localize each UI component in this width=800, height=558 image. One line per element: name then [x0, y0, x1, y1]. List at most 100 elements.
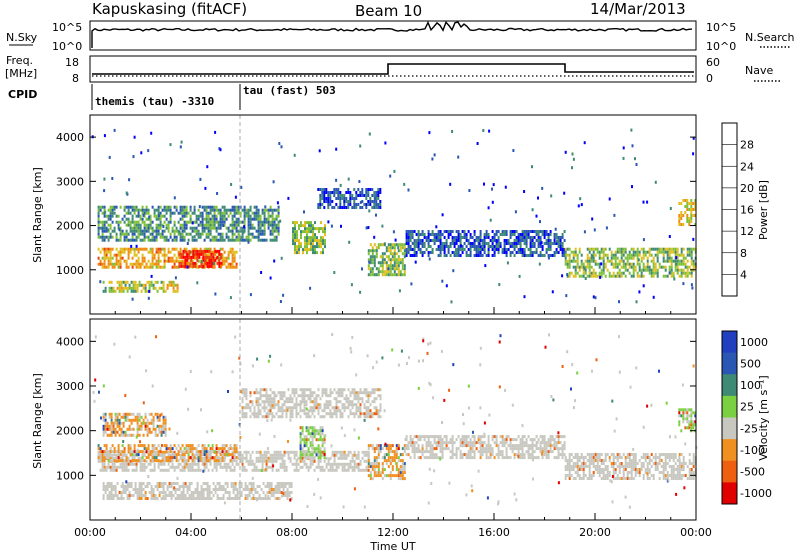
echo-cell: [256, 388, 258, 391]
echo-cell: [368, 391, 370, 394]
echo-cell: [327, 203, 329, 206]
echo-cell: [174, 469, 176, 472]
echo-cell: [141, 482, 143, 485]
echo-cell: [392, 465, 394, 468]
echo-cell: [262, 463, 264, 466]
echo-cell: [312, 242, 314, 245]
echo-cell: [288, 397, 290, 400]
echo-cell: [154, 239, 156, 242]
echo-cell: [206, 221, 208, 224]
echo-cell: [104, 230, 106, 233]
echo-cell: [154, 230, 156, 233]
echo-cell: [302, 447, 304, 450]
echo-cell: [404, 444, 406, 447]
echo-cell: [171, 491, 173, 494]
echo-cell: [188, 239, 190, 242]
echo-cell: [352, 388, 354, 391]
echo-cell: [204, 457, 206, 460]
echo-cell: [458, 233, 460, 236]
echo-cell: [205, 482, 207, 485]
echo-cell: [147, 434, 149, 437]
echo-cell: [353, 200, 355, 203]
echo-cell: [350, 403, 352, 406]
echo-cell: [390, 267, 392, 270]
echo-cell: [322, 239, 324, 242]
echo-cell: [274, 397, 276, 400]
echo-cell: [188, 250, 190, 253]
echo-cell: [537, 197, 539, 200]
echo-cell: [154, 236, 156, 239]
echo-cell: [364, 460, 366, 463]
echo-cell: [228, 239, 230, 242]
echo-cell: [376, 249, 378, 252]
echo-cell: [464, 236, 466, 239]
echo-cell: [372, 246, 374, 249]
echo-cell: [516, 236, 518, 239]
echo-cell: [129, 419, 131, 422]
echo-cell: [312, 251, 314, 254]
echo-cell: [349, 203, 351, 206]
echo-cell: [575, 266, 577, 269]
echo-cell: [114, 208, 116, 211]
echo-cell: [396, 444, 398, 447]
echo-cell: [655, 269, 657, 272]
echo-cell: [398, 261, 400, 264]
echo-cell: [506, 251, 508, 254]
echo-cell: [275, 488, 277, 491]
echo-cell: [351, 283, 353, 286]
echo-cell: [680, 211, 682, 214]
echo-cell: [657, 248, 659, 251]
power-colorbar-label: Power [dB]: [757, 180, 770, 240]
echo-cell: [117, 287, 119, 290]
echo-cell: [105, 428, 107, 431]
echo-cell: [308, 469, 310, 472]
echo-cell: [402, 246, 404, 249]
echo-cell: [144, 230, 146, 233]
echo-cell: [484, 245, 486, 248]
freq-panel-frame: [90, 56, 696, 82]
echo-cell: [194, 230, 196, 233]
echo-cell: [204, 250, 206, 253]
echo-cell: [122, 233, 124, 236]
echo-cell: [252, 236, 254, 239]
echo-cell: [329, 197, 331, 200]
echo-cell: [340, 415, 342, 418]
echo-cell: [112, 263, 114, 266]
echo-cell: [118, 215, 120, 218]
echo-cell: [198, 218, 200, 221]
echo-cell: [116, 221, 118, 224]
echo-cell: [282, 394, 284, 397]
echo-cell: [186, 256, 188, 259]
echo-cell: [278, 409, 280, 412]
echo-cell: [512, 149, 514, 152]
echo-cell: [398, 264, 400, 267]
echo-cell: [276, 215, 278, 218]
echo-cell: [542, 254, 544, 257]
echo-cell: [169, 281, 171, 284]
echo-cell: [238, 454, 240, 457]
echo-cell: [375, 194, 377, 197]
echo-cell: [346, 454, 348, 457]
echo-cell: [214, 236, 216, 239]
echo-cell: [330, 466, 332, 469]
echo-cell: [200, 236, 202, 239]
echo-cell: [374, 459, 376, 462]
echo-cell: [196, 230, 198, 233]
echo-cell: [202, 218, 204, 221]
echo-cell: [382, 465, 384, 468]
echo-cell: [466, 236, 468, 239]
echo-cell: [109, 482, 111, 485]
echo-cell: [160, 212, 162, 215]
echo-cell: [320, 406, 322, 409]
echo-cell: [168, 260, 170, 263]
echo-cell: [119, 284, 121, 287]
colorbar-tick-label: 20: [740, 182, 754, 195]
echo-cell: [528, 248, 530, 251]
echo-cell: [139, 413, 141, 416]
echo-cell: [372, 444, 374, 447]
echo-cell: [625, 248, 627, 251]
echo-cell: [140, 239, 142, 242]
echo-cell: [647, 266, 649, 269]
echo-cell: [284, 409, 286, 412]
echo-cell: [625, 251, 627, 254]
